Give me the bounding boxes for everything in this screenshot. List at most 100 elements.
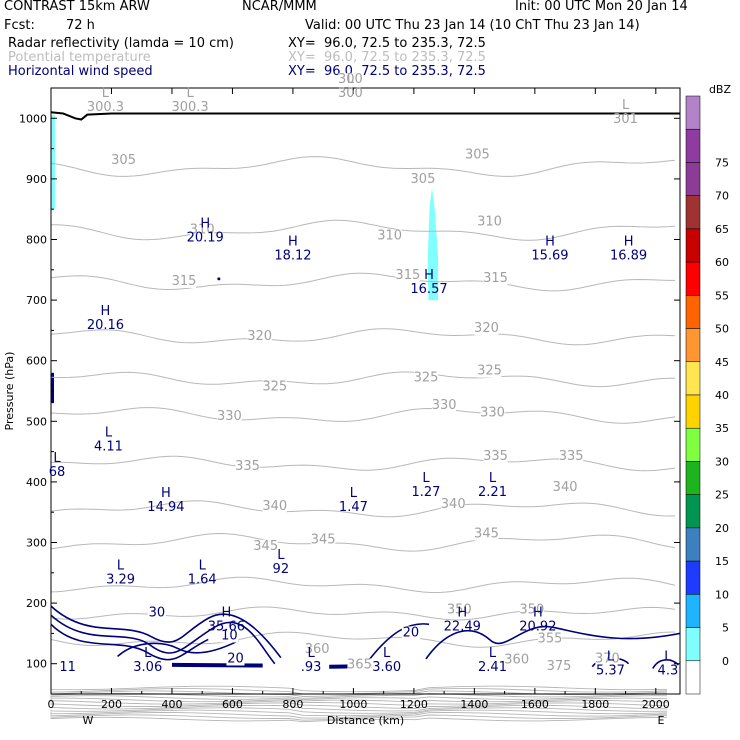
theta-label-bg — [537, 632, 562, 646]
wind-extremum-value: 15.69 — [531, 248, 568, 263]
colorbar-tick-label: 10 — [715, 588, 729, 601]
colorbar-tick-label: 30 — [715, 455, 729, 468]
colorbar-segment — [685, 627, 701, 662]
colorbar-segment — [685, 461, 701, 495]
theta-label-bg — [559, 450, 584, 464]
x-axis-label: Distance (km) — [327, 714, 404, 727]
theta-contour-line — [50, 606, 676, 621]
theta-upper-band-line — [50, 716, 668, 723]
wind-dot — [217, 277, 221, 281]
theta-label-bg — [172, 274, 197, 288]
theta-upper-band-line — [50, 704, 668, 712]
surface-pressure-line — [50, 111, 680, 121]
theta-label-bg — [519, 603, 544, 617]
theta-label-bg — [111, 153, 136, 167]
theta-label-bg — [483, 450, 508, 464]
y-tick-label: 400 — [26, 476, 47, 489]
wind-extremum-value: 1.47 — [339, 500, 368, 515]
colorbar-segment — [685, 660, 701, 695]
wind-extremum-value: 3.29 — [106, 573, 135, 588]
theta-contour-label: 355 — [538, 631, 563, 646]
x-tick-label: 400 — [161, 698, 182, 711]
theta-contour-label: 335 — [235, 459, 260, 474]
x-tick-label: 200 — [101, 698, 122, 711]
theta-label-bg — [347, 658, 372, 672]
theta-contour-label: 360 — [305, 642, 330, 657]
theta-extremum-type: L — [102, 86, 110, 101]
theta-contour-label: 325 — [262, 379, 287, 394]
theta-contour-label: 365 — [347, 658, 372, 673]
valid-time: Valid: 00 UTC Thu 23 Jan 14 (10 ChT Thu … — [305, 18, 640, 33]
theta-contour-label: 360 — [504, 653, 529, 668]
wind-extremum-value: 68 — [49, 465, 66, 480]
theta-contour-label: 345 — [311, 533, 336, 548]
theta-contour-line — [50, 272, 675, 292]
wind-extremum-type: H — [101, 304, 111, 319]
wind-contour-label: 30 — [149, 605, 166, 620]
y-tick-label: 100 — [26, 658, 47, 671]
wind-extremum-type: L — [422, 471, 430, 486]
theta-extremum-type: L — [622, 98, 630, 113]
x-tick-label: 800 — [282, 698, 303, 711]
theta-contour-label: 345 — [474, 527, 499, 542]
wind-extremum-value: 2.21 — [478, 485, 507, 500]
colorbar-segment — [685, 162, 701, 196]
theta-contour-label: 350 — [447, 602, 472, 617]
y-tick-label: 900 — [26, 173, 47, 186]
theta-contour-label: 305 — [411, 172, 436, 187]
wind-extremum-value: .93 — [301, 660, 322, 675]
x-tick-label: 600 — [222, 698, 243, 711]
theta-label-bg — [253, 539, 278, 553]
wind-extremum-value: 3.06 — [133, 660, 162, 675]
theta-contour-label: 315 — [172, 274, 197, 289]
wind-extremum-value: 3.60 — [372, 660, 401, 675]
theta-label-bg — [235, 459, 260, 473]
theta-contour-label: 320 — [474, 321, 499, 336]
wind-extremum-value: 20.92 — [519, 619, 556, 634]
theta-label-bg — [477, 215, 502, 229]
wind-extremum-type: L — [350, 486, 358, 501]
theta-upper-band-line — [50, 700, 668, 706]
x-tick-label: 1800 — [581, 698, 609, 711]
x-tick-label: 1200 — [400, 698, 428, 711]
theta-contour-label: 305 — [465, 147, 490, 162]
wind-extremum-type: L — [144, 646, 152, 661]
theta-contour-label: 305 — [111, 153, 136, 168]
theta-label-bg — [190, 223, 215, 237]
y-tick-label: 700 — [26, 294, 47, 307]
wind-extremum-type: H — [222, 605, 232, 620]
theta-label-bg — [504, 653, 529, 667]
theta-label-bg — [247, 330, 272, 344]
wind-extremum-value: 14.94 — [147, 500, 184, 515]
theta-label-bg — [311, 533, 336, 547]
wind-contour-label: 20 — [403, 625, 420, 640]
theta-upper-band-line — [50, 714, 668, 721]
theta-extremum-value: 300.3 — [87, 100, 124, 115]
theta-extremum-type: L — [186, 86, 194, 101]
colorbar-segment — [685, 261, 701, 296]
model-title: CONTRAST 15km ARW — [4, 0, 150, 14]
x-end-label-west: W — [83, 714, 94, 727]
axes: 0 200 400 600 800 1000 1200 1400 1600 1800 2000 100… — [3, 87, 681, 727]
theta-contour-label: 325 — [414, 370, 439, 385]
colorbar-tick-label: 45 — [715, 356, 729, 369]
forecast-hour: 72 h — [66, 18, 95, 33]
theta-contour-label: 340 — [262, 499, 287, 514]
theta-contour-label: 315 — [395, 268, 420, 283]
wind-extremum-value: 4.3 — [658, 664, 679, 679]
theta-contours — [50, 156, 676, 723]
theta-contour-label: 310 — [377, 229, 402, 244]
field-name-wind: Horizontal wind speed — [8, 64, 153, 79]
wind-extremum-type: L — [105, 425, 113, 440]
colorbar-tick-label: 5 — [722, 622, 729, 635]
wind-extremum-type: H — [161, 486, 171, 501]
theta-contour-label: 340 — [553, 480, 578, 495]
wind-contour-line — [367, 623, 430, 662]
colorbar-tick-label: 35 — [715, 422, 729, 435]
theta-label-bg — [305, 642, 330, 656]
field-name-theta: Potential temperature — [8, 50, 151, 65]
colorbar-segment — [685, 494, 701, 529]
wind-extremum-value: 18.12 — [274, 248, 311, 263]
theta-contour-label: 335 — [483, 449, 508, 464]
